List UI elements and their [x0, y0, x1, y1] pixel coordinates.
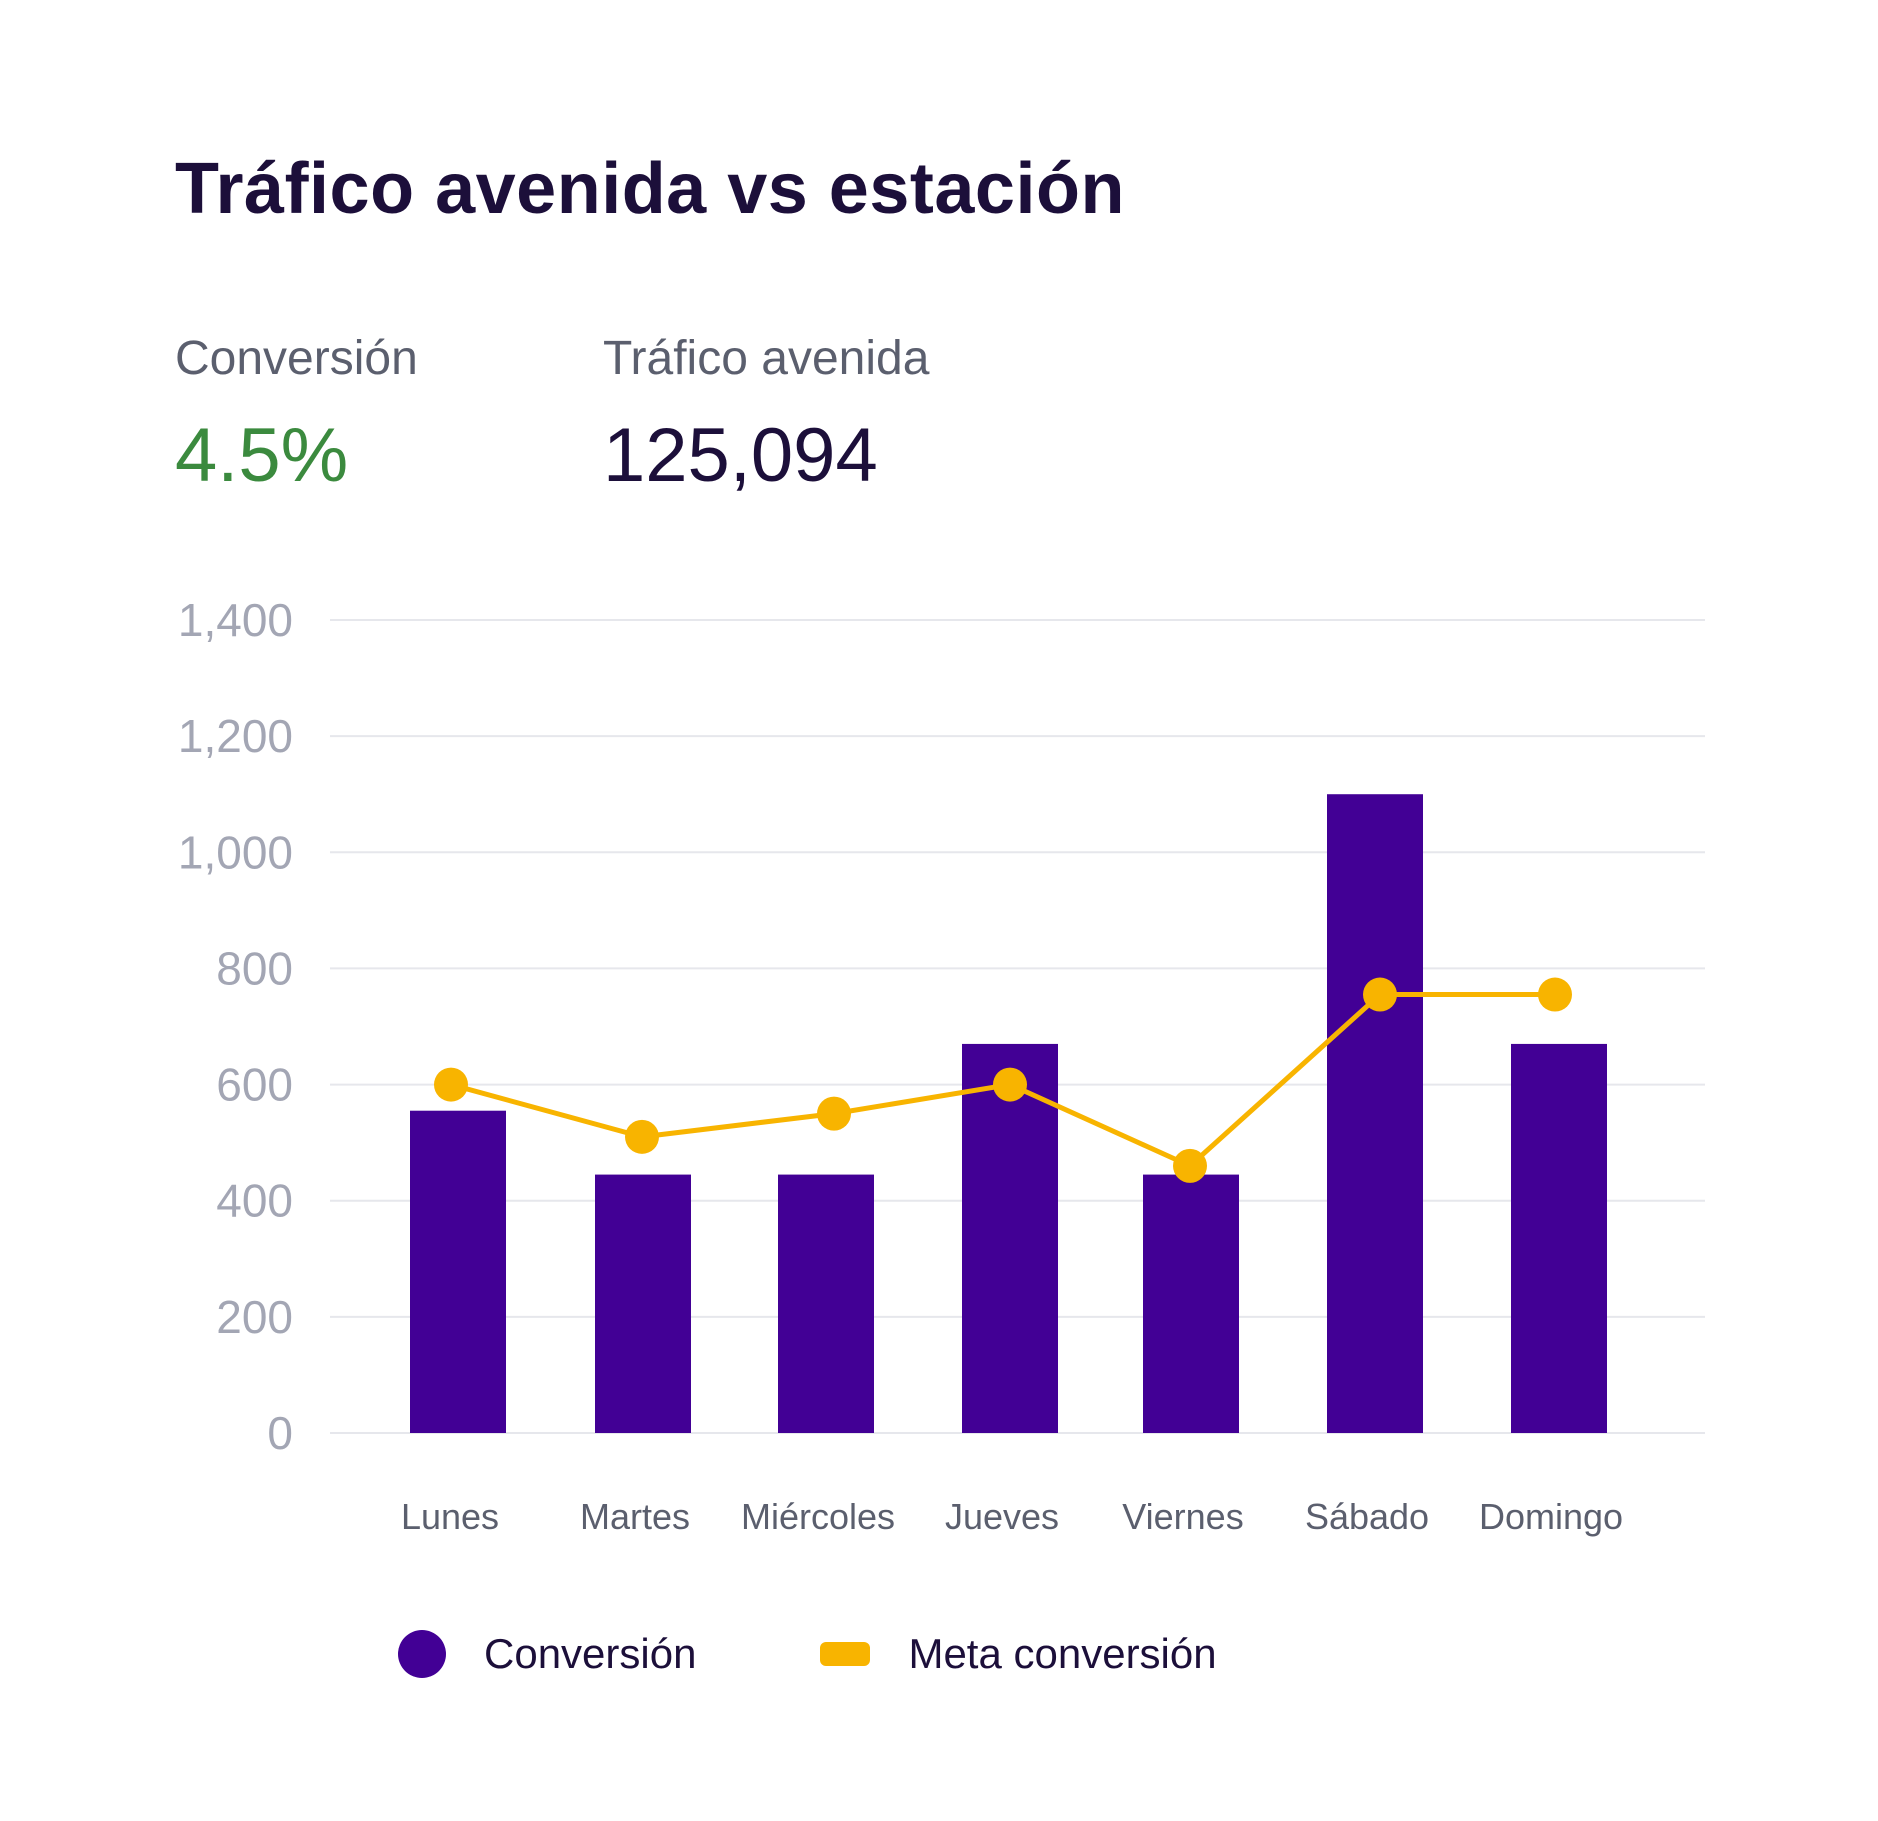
legend-swatch-meta-conversion-icon: [820, 1642, 871, 1666]
kpi-traffic-label: Tráfico avenida: [603, 332, 930, 385]
kpi-traffic-value: 125,094: [603, 412, 878, 498]
x-tick-label: Domingo: [1479, 1496, 1623, 1537]
y-tick-label: 600: [216, 1059, 293, 1111]
line-point: [817, 1096, 851, 1131]
legend-item-conversion[interactable]: Conversión: [398, 1630, 696, 1678]
line-point: [625, 1119, 659, 1154]
line-point: [1538, 977, 1572, 1012]
bar: [1143, 1174, 1239, 1433]
x-tick-label: Miércoles: [741, 1496, 895, 1537]
kpi-traffic: Tráfico avenida 125,094: [603, 330, 929, 501]
bar: [962, 1043, 1058, 1433]
x-tick-label: Sábado: [1305, 1496, 1429, 1537]
y-tick-label: 200: [216, 1291, 293, 1343]
x-tick-label: Lunes: [401, 1496, 499, 1537]
x-tick-label: Martes: [580, 1496, 690, 1537]
line-point: [993, 1067, 1027, 1102]
bar: [1511, 1043, 1607, 1433]
y-tick-label: 400: [216, 1175, 293, 1227]
y-tick-label: 1,000: [178, 826, 293, 878]
x-tick-label: Jueves: [945, 1496, 1059, 1537]
y-tick-label: 1,400: [178, 594, 293, 646]
bar: [595, 1174, 691, 1433]
y-tick-label: 0: [267, 1407, 293, 1459]
bar: [1327, 794, 1423, 1433]
line-point: [1363, 977, 1397, 1012]
chart-title: Tráfico avenida vs estación: [175, 149, 1125, 229]
kpi-conversion-label: Conversión: [175, 332, 418, 385]
legend-label-conversion: Conversión: [484, 1630, 697, 1677]
kpi-conversion-value: 4.5%: [175, 412, 349, 498]
kpi-conversion: Conversión 4.5%: [175, 330, 418, 501]
x-tick-label: Viernes: [1122, 1496, 1243, 1537]
line-point: [1173, 1148, 1207, 1183]
y-tick-label: 1,200: [178, 710, 293, 762]
legend-swatch-conversion-icon: [398, 1630, 446, 1678]
legend-label-meta-conversion: Meta conversión: [908, 1630, 1217, 1677]
legend-item-meta-conversion[interactable]: Meta conversión: [820, 1630, 1217, 1678]
bar: [410, 1110, 506, 1433]
line-point: [434, 1067, 468, 1102]
legend: Conversión Meta conversión: [398, 1630, 1341, 1678]
bar: [778, 1174, 874, 1433]
y-tick-label: 800: [216, 942, 293, 994]
